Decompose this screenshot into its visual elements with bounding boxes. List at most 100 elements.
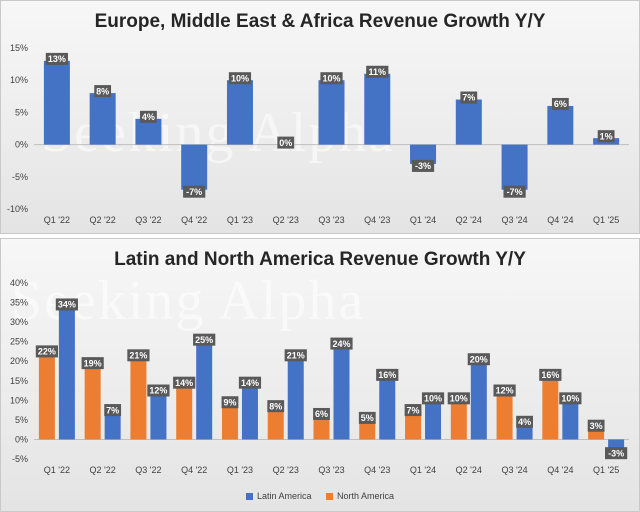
data-label: 4%	[142, 112, 155, 122]
data-label-bg	[173, 376, 196, 389]
bar	[547, 105, 574, 145]
bar	[318, 80, 345, 145]
bar	[364, 73, 391, 145]
bar	[562, 400, 579, 440]
bar	[176, 384, 193, 440]
data-label-bg	[539, 368, 562, 381]
data-label-bg	[320, 72, 343, 85]
data-label: -7%	[186, 187, 202, 197]
data-label: 6%	[315, 409, 328, 419]
data-label: 3%	[590, 421, 603, 431]
data-label-bg	[404, 404, 422, 417]
x-tick-label: Q1 '23	[227, 465, 253, 475]
bar	[181, 144, 208, 190]
data-label-bg	[94, 85, 112, 98]
bar	[267, 408, 284, 440]
data-label-bg	[313, 407, 330, 420]
data-label: 12%	[149, 386, 167, 396]
x-tick-label: Q3 '23	[318, 215, 344, 225]
bar	[130, 357, 147, 440]
data-label: -7%	[507, 187, 523, 197]
x-tick-label: Q2 '22	[90, 215, 116, 225]
y-tick-label: 20%	[10, 356, 28, 366]
legend-swatch-blue	[245, 493, 253, 501]
data-label-bg	[277, 136, 295, 149]
legend-item-latin-america: Latin America	[245, 491, 312, 501]
x-tick-label: Q1 '22	[44, 465, 70, 475]
data-label-bg	[516, 415, 533, 428]
data-label: 16%	[541, 370, 559, 380]
y-tick-label: 15%	[10, 43, 28, 53]
data-label: 10%	[561, 394, 579, 404]
data-label-bg	[267, 400, 285, 413]
data-label: 7%	[462, 93, 475, 103]
data-label-bg	[467, 353, 490, 366]
data-label-bg	[238, 376, 262, 389]
bar	[135, 118, 162, 145]
legend-item-north-america: North America	[326, 491, 394, 501]
data-label: 10%	[424, 394, 442, 404]
y-tick-label: -10%	[7, 204, 28, 214]
data-label-bg	[605, 447, 628, 460]
data-label-bg	[366, 65, 389, 78]
x-tick-label: Q3 '22	[135, 215, 161, 225]
americas-chart: -5% 0% 5% 10% 15% 20% 25% 30% 35% 40% Q1 '22 22% 34%…	[10, 278, 629, 475]
data-label: 10%	[322, 73, 340, 83]
data-label-bg	[127, 349, 150, 362]
data-label: 14%	[175, 378, 193, 388]
americas-chart-panel: Seeking Alpha Latin and North America Re…	[0, 238, 640, 512]
x-tick-label: Q4 '23	[364, 215, 390, 225]
x-tick-label: Q3 '24	[501, 465, 527, 475]
bar	[455, 99, 482, 145]
data-label: -3%	[608, 448, 624, 458]
x-tick-label: Q2 '22	[90, 465, 116, 475]
data-label-bg	[35, 345, 58, 358]
data-label-bg	[376, 368, 399, 381]
x-tick-label: Q4 '22	[181, 215, 207, 225]
bar	[58, 306, 75, 440]
chart-title: Europe, Middle East & Africa Revenue Gro…	[94, 11, 546, 32]
data-label: 11%	[369, 67, 387, 77]
bar	[608, 439, 625, 452]
x-tick-label: Q4 '22	[181, 465, 207, 475]
x-tick-label: Q4 '24	[547, 215, 573, 225]
emea-chart: -10% -5% 0% 5% 10% 15% Q1 '22 13% Q2 '22 8% Q3 '22…	[7, 43, 629, 225]
data-label-bg	[147, 384, 170, 397]
x-tick-label: Q4 '23	[364, 465, 390, 475]
y-tick-label: 25%	[10, 337, 28, 347]
data-label-bg	[228, 72, 252, 85]
data-label: 22%	[38, 347, 56, 357]
bar	[241, 384, 258, 440]
data-label-bg	[221, 396, 239, 409]
data-label-bg	[559, 392, 582, 405]
data-label: 21%	[287, 351, 305, 361]
bar	[196, 341, 213, 440]
data-label: 1%	[600, 131, 613, 141]
y-tick-label: 15%	[10, 376, 28, 386]
legend-label: North America	[337, 491, 395, 501]
data-label-bg	[447, 392, 470, 405]
bar	[588, 427, 605, 440]
bar	[425, 400, 442, 440]
data-label: 20%	[470, 354, 488, 364]
bar	[287, 357, 304, 440]
data-label: 19%	[84, 358, 102, 368]
legend-label: Latin America	[256, 491, 312, 501]
data-label-bg	[597, 130, 615, 143]
bar	[410, 144, 437, 164]
bar	[496, 392, 513, 440]
bar	[84, 365, 101, 440]
data-label-bg	[551, 97, 569, 110]
data-label-bg	[45, 52, 68, 65]
data-label: 8%	[96, 86, 109, 96]
data-label: 10%	[450, 394, 468, 404]
chart-title: Latin and North America Revenue Growth Y…	[114, 249, 526, 270]
bar	[89, 93, 116, 145]
data-label-bg	[140, 110, 157, 123]
data-label-bg	[284, 349, 307, 362]
x-tick-label: Q2 '23	[273, 465, 299, 475]
data-label: 8%	[269, 401, 282, 411]
data-label-bg	[493, 384, 516, 397]
bar	[150, 392, 167, 440]
bar	[450, 400, 467, 440]
